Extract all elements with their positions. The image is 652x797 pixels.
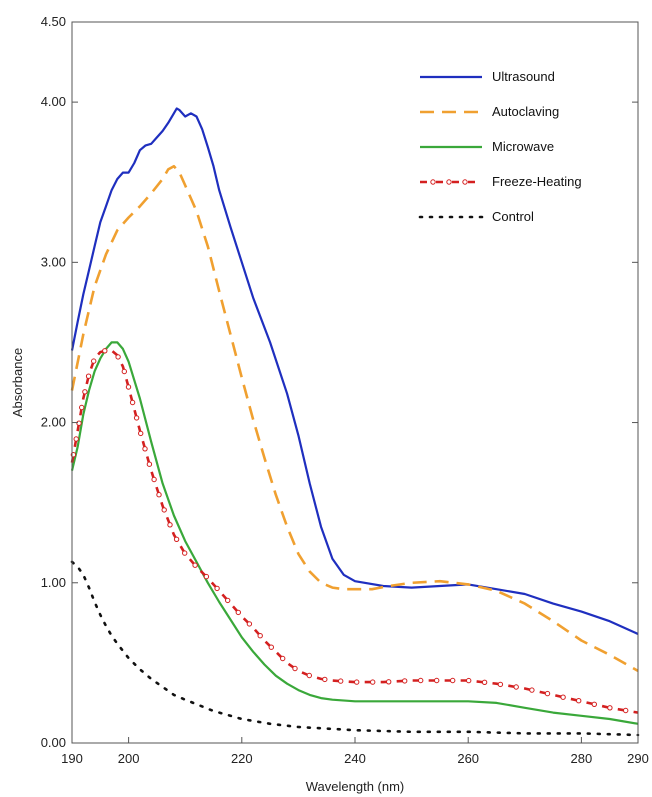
series-marker-freeze-heating xyxy=(82,389,88,395)
y-tick-label: 3.00 xyxy=(41,254,66,269)
x-tick-label: 220 xyxy=(231,751,253,766)
series-marker-freeze-heating xyxy=(167,522,173,528)
x-tick-label: 280 xyxy=(571,751,593,766)
series-marker-freeze-heating xyxy=(203,573,210,580)
series-marker-freeze-heating xyxy=(235,609,242,616)
y-axis: 0.00 1.00 2.00 3.00 4.00 4.50 xyxy=(41,14,638,750)
series-marker-freeze-heating xyxy=(225,597,231,604)
series-marker-freeze-heating xyxy=(151,476,157,483)
x-tick-label: 200 xyxy=(118,751,140,766)
legend-marker-freeze-heating xyxy=(446,179,452,185)
series-layer xyxy=(70,107,640,737)
series-marker-freeze-heating xyxy=(466,677,472,684)
series-marker-freeze-heating xyxy=(513,684,519,690)
series-marker-freeze-heating xyxy=(156,492,162,498)
legend: Ultrasound Autoclaving Microwave Freeze-Hea… xyxy=(418,69,582,224)
series-marker-freeze-heating xyxy=(354,679,360,685)
series-marker-freeze-heating xyxy=(576,698,582,704)
series-marker-freeze-heating xyxy=(306,672,312,679)
series-marker-freeze-heating xyxy=(544,690,551,697)
y-tick-label: 2.00 xyxy=(41,415,66,430)
series-marker-freeze-heating xyxy=(192,562,198,568)
series-marker-freeze-heating xyxy=(173,536,180,542)
series-marker-freeze-heating xyxy=(142,446,148,452)
series-marker-freeze-heating xyxy=(481,679,488,685)
x-tick-label: 290 xyxy=(627,751,649,766)
series-marker-freeze-heating xyxy=(434,677,440,684)
series-marker-freeze-heating xyxy=(591,701,597,707)
series-marker-freeze-heating xyxy=(370,679,376,685)
series-marker-freeze-heating xyxy=(560,694,566,700)
series-marker-freeze-heating xyxy=(146,461,153,467)
series-marker-freeze-heating xyxy=(76,420,82,426)
series-marker-freeze-heating xyxy=(257,633,263,639)
y-axis-label: Absorbance xyxy=(10,348,25,417)
series-line-microwave xyxy=(70,341,639,725)
series-marker-freeze-heating xyxy=(386,679,392,685)
series-marker-freeze-heating xyxy=(280,655,286,662)
series-marker-freeze-heating xyxy=(292,665,298,672)
series-marker-freeze-heating xyxy=(138,430,144,437)
y-tick-label: 4.00 xyxy=(41,94,66,109)
series-marker-freeze-heating xyxy=(182,550,188,556)
series-marker-freeze-heating xyxy=(623,707,629,714)
series-marker-freeze-heating xyxy=(102,348,108,354)
legend-label-freeze-heating: Freeze-Heating xyxy=(492,174,582,189)
y-tick-label: 4.50 xyxy=(41,14,66,29)
series-line-control xyxy=(70,560,640,737)
series-marker-freeze-heating xyxy=(607,705,613,711)
legend-label-microwave: Microwave xyxy=(492,139,554,154)
series-marker-freeze-heating xyxy=(115,354,121,360)
series-marker-freeze-heating xyxy=(402,678,408,684)
series-marker-freeze-heating xyxy=(133,415,140,421)
series-marker-freeze-heating xyxy=(418,677,424,684)
series-marker-freeze-heating xyxy=(85,373,92,379)
legend-marker-freeze-heating xyxy=(462,179,468,185)
series-marker-freeze-heating xyxy=(450,677,456,684)
series-line-ultrasound xyxy=(70,107,639,636)
series-line-freeze-heating xyxy=(70,349,639,714)
series-marker-freeze-heating xyxy=(73,436,79,442)
series-marker-freeze-heating xyxy=(91,358,97,364)
x-axis-label: Wavelength (nm) xyxy=(306,779,405,794)
legend-label-control: Control xyxy=(492,209,534,224)
series-marker-freeze-heating xyxy=(129,399,136,406)
x-tick-label: 190 xyxy=(61,751,83,766)
series-marker-freeze-heating xyxy=(338,678,344,684)
legend-marker-freeze-heating xyxy=(430,179,436,185)
x-tick-label: 260 xyxy=(457,751,479,766)
series-marker-freeze-heating xyxy=(121,368,128,375)
series-line-autoclaving xyxy=(70,164,639,673)
legend-label-autoclaving: Autoclaving xyxy=(492,104,559,119)
x-axis: 190 200 220 240 260 280 290 xyxy=(61,737,649,766)
series-marker-freeze-heating xyxy=(497,681,504,688)
legend-label-ultrasound: Ultrasound xyxy=(492,69,555,84)
x-tick-label: 240 xyxy=(344,751,366,766)
series-marker-freeze-heating xyxy=(529,687,535,693)
series-marker-freeze-heating xyxy=(161,507,167,513)
series-marker-freeze-heating xyxy=(214,585,220,592)
series-marker-freeze-heating xyxy=(246,621,253,627)
series-marker-freeze-heating xyxy=(268,644,274,650)
series-marker-freeze-heating xyxy=(125,384,132,390)
series-marker-freeze-heating xyxy=(322,676,328,683)
y-tick-label: 0.00 xyxy=(41,735,66,750)
y-tick-label: 1.00 xyxy=(41,575,66,590)
series-marker-freeze-heating xyxy=(79,404,85,411)
